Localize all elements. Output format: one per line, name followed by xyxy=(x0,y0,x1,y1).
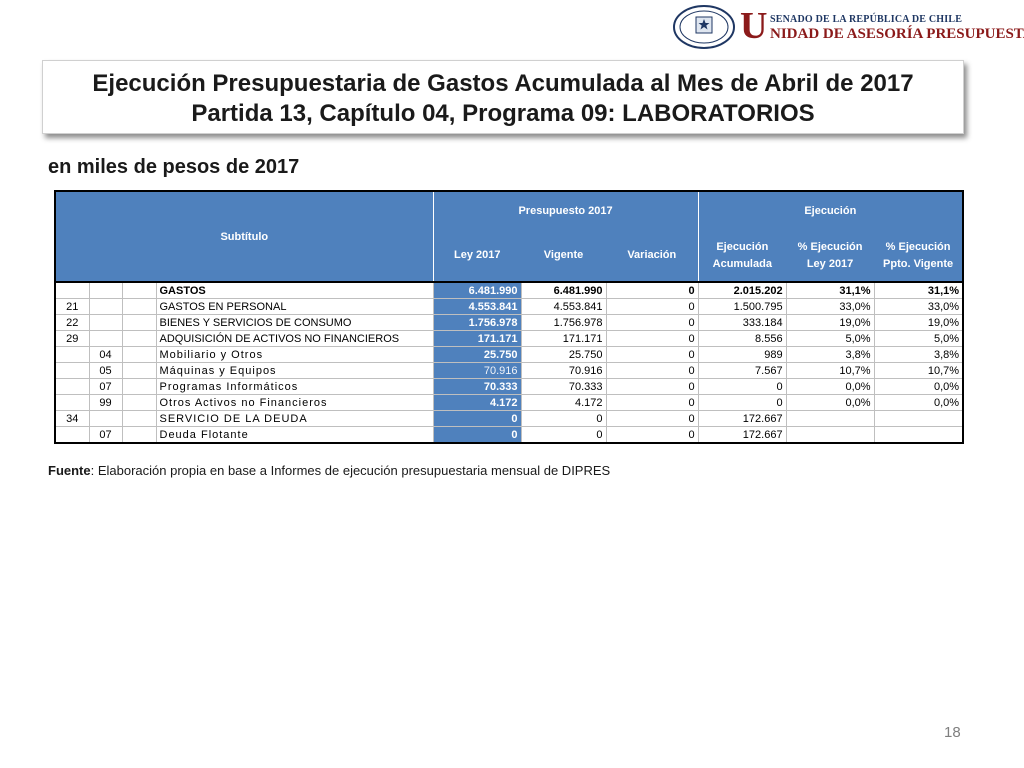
table-row: 99 Otros Activos no Financieros 4.172 4.… xyxy=(54,394,964,411)
header-ejecucion-acumulada: Ejecución Acumulada xyxy=(698,230,787,282)
row-name: Deuda Flotante xyxy=(155,426,434,444)
header-variacion: Variación xyxy=(606,230,699,282)
logo-initial: U xyxy=(740,5,768,47)
table-row: 05 Máquinas y Equipos 70.916 70.916 0 7.… xyxy=(54,362,964,379)
source-note: Fuente: Elaboración propia en base a Inf… xyxy=(48,463,610,478)
page-number: 18 xyxy=(944,724,961,741)
header-ley: Ley 2017 xyxy=(433,230,522,282)
source-label: Fuente xyxy=(48,463,91,478)
header-subtitulo: Subtítulo xyxy=(55,191,434,282)
table-row: 22 BIENES Y SERVICIOS DE CONSUMO 1.756.9… xyxy=(54,314,964,331)
title-line-2: Partida 13, Capítulo 04, Programa 09: LA… xyxy=(191,100,815,127)
table-row: 21 GASTOS EN PERSONAL 4.553.841 4.553.84… xyxy=(54,298,964,315)
row-name: GASTOS EN PERSONAL xyxy=(155,298,434,315)
logo-senado-text: SENADO DE LA REPÚBLICA DE CHILE xyxy=(770,14,963,25)
row-name: Otros Activos no Financieros xyxy=(155,394,434,411)
table-row: 29 ADQUISICIÓN DE ACTIVOS NO FINANCIEROS… xyxy=(54,330,964,347)
row-name: BIENES Y SERVICIOS DE CONSUMO xyxy=(155,314,434,331)
header-pct-vigente: % Ejecución Ppto. Vigente xyxy=(874,230,964,282)
units-label: en miles de pesos de 2017 xyxy=(48,156,300,178)
row-name: Mobiliario y Otros xyxy=(155,346,434,363)
title-line-1: Ejecución Presupuestaria de Gastos Acumu… xyxy=(92,70,914,97)
header-pct-ley: % Ejecución Ley 2017 xyxy=(786,230,875,282)
slide-title: Ejecución Presupuestaria de Gastos Acumu… xyxy=(42,60,964,134)
table-row: 07 Deuda Flotante 0 0 0 172.667 xyxy=(54,426,964,444)
row-name: GASTOS xyxy=(155,281,434,299)
logo-unidad-text: NIDAD DE ASESORÍA PRESUPUESTARIA xyxy=(770,26,1024,42)
row-name: Programas Informáticos xyxy=(155,378,434,395)
table-row: 04 Mobiliario y Otros 25.750 25.750 0 98… xyxy=(54,346,964,363)
header-presupuesto: Presupuesto 2017 xyxy=(433,191,699,230)
senado-logo: U SENADO DE LA REPÚBLICA DE CHILE NIDAD … xyxy=(672,4,1024,52)
table-row: 07 Programas Informáticos 70.333 70.333 … xyxy=(54,378,964,395)
source-text: : Elaboración propia en base a Informes … xyxy=(90,463,611,478)
table-row: GASTOS 6.481.990 6.481.990 0 2.015.202 3… xyxy=(54,281,964,299)
senado-seal-icon xyxy=(673,5,735,49)
row-name: SERVICIO DE LA DEUDA xyxy=(155,410,434,427)
budget-table: Subtítulo Presupuesto 2017 Ejecución Ley… xyxy=(54,190,965,444)
row-name: Máquinas y Equipos xyxy=(155,362,434,379)
header-ejecucion: Ejecución xyxy=(698,191,964,230)
row-name: ADQUISICIÓN DE ACTIVOS NO FINANCIEROS xyxy=(155,330,434,347)
header-vigente: Vigente xyxy=(521,230,607,282)
table-row: 34 SERVICIO DE LA DEUDA 0 0 0 172.667 xyxy=(54,410,964,427)
